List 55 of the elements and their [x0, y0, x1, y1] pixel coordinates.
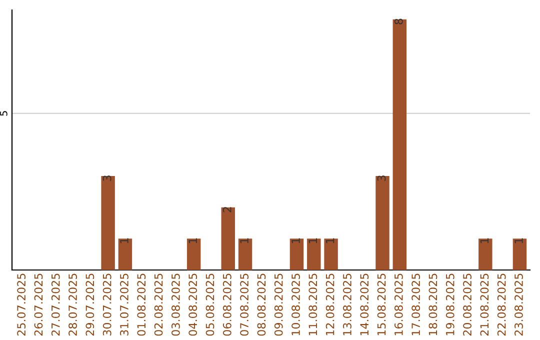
bar	[186, 238, 201, 270]
data-label: 1	[326, 238, 334, 244]
x-tick-label: 27.07.2025	[51, 274, 60, 336]
x-tick-label: 05.08.2025	[206, 274, 214, 336]
data-label: 3	[102, 176, 112, 181]
x-tick-label: 02.08.2025	[154, 274, 163, 336]
x-tick-label: 08.08.2025	[257, 274, 266, 336]
bar	[478, 238, 492, 270]
bar	[221, 207, 235, 270]
data-label: 3	[377, 176, 386, 181]
data-label: 1	[240, 238, 248, 244]
data-label: 1	[480, 238, 488, 244]
data-label: 1	[120, 238, 128, 244]
bar	[101, 176, 115, 270]
x-tick-label: 29.07.2025	[86, 274, 94, 336]
bar	[376, 176, 390, 270]
x-tick-label: 01.08.2025	[137, 274, 146, 336]
x-tick-label: 12.08.2025	[326, 274, 334, 336]
data-label: 1	[292, 238, 300, 244]
x-tick-label: 26.07.2025	[34, 274, 43, 336]
bar	[118, 238, 132, 270]
x-tick-label: 30.07.2025	[102, 274, 112, 336]
y-tick-label: 5	[0, 111, 8, 116]
x-tick-label: 11.08.2025	[308, 274, 318, 336]
x-tick-label: 07.08.2025	[240, 274, 248, 336]
bar	[238, 238, 252, 270]
x-tick-label: 18.08.2025	[428, 274, 438, 336]
x-tick-label: 19.08.2025	[446, 274, 454, 336]
x-tick-label: 13.08.2025	[343, 274, 352, 336]
data-label: 1	[308, 238, 317, 244]
x-tick-label: 25.07.2025	[17, 274, 26, 336]
x-tick-label: 10.08.2025	[292, 274, 300, 336]
x-tick-label: 03.08.2025	[171, 274, 180, 336]
bar	[307, 238, 321, 270]
x-tick-label: 04.08.2025	[188, 274, 198, 336]
x-tick-label: 28.07.2025	[68, 274, 77, 336]
bar	[290, 238, 304, 270]
x-tick-label: 23.08.2025	[514, 274, 523, 336]
data-label: 1	[188, 238, 197, 244]
bar	[392, 19, 407, 270]
x-tick-label: 31.07.2025	[120, 274, 128, 336]
x-tick-label: 16.08.2025	[394, 274, 403, 336]
x-tick-label: 15.08.2025	[377, 274, 386, 336]
bar	[324, 238, 338, 270]
data-label: 8	[394, 18, 403, 24]
x-tick-label: 17.08.2025	[412, 274, 420, 336]
data-label: 1	[514, 238, 523, 244]
data-label: 2	[222, 207, 232, 212]
x-tick-label: 20.08.2025	[463, 274, 472, 336]
x-tick-label: 14.08.2025	[360, 274, 369, 336]
x-tick-label: 09.08.2025	[274, 274, 283, 336]
x-tick-label: 22.08.2025	[497, 274, 506, 336]
bar	[512, 238, 527, 270]
x-tick-label: 21.08.2025	[480, 274, 489, 336]
x-tick-label: 06.08.2025	[222, 274, 232, 336]
